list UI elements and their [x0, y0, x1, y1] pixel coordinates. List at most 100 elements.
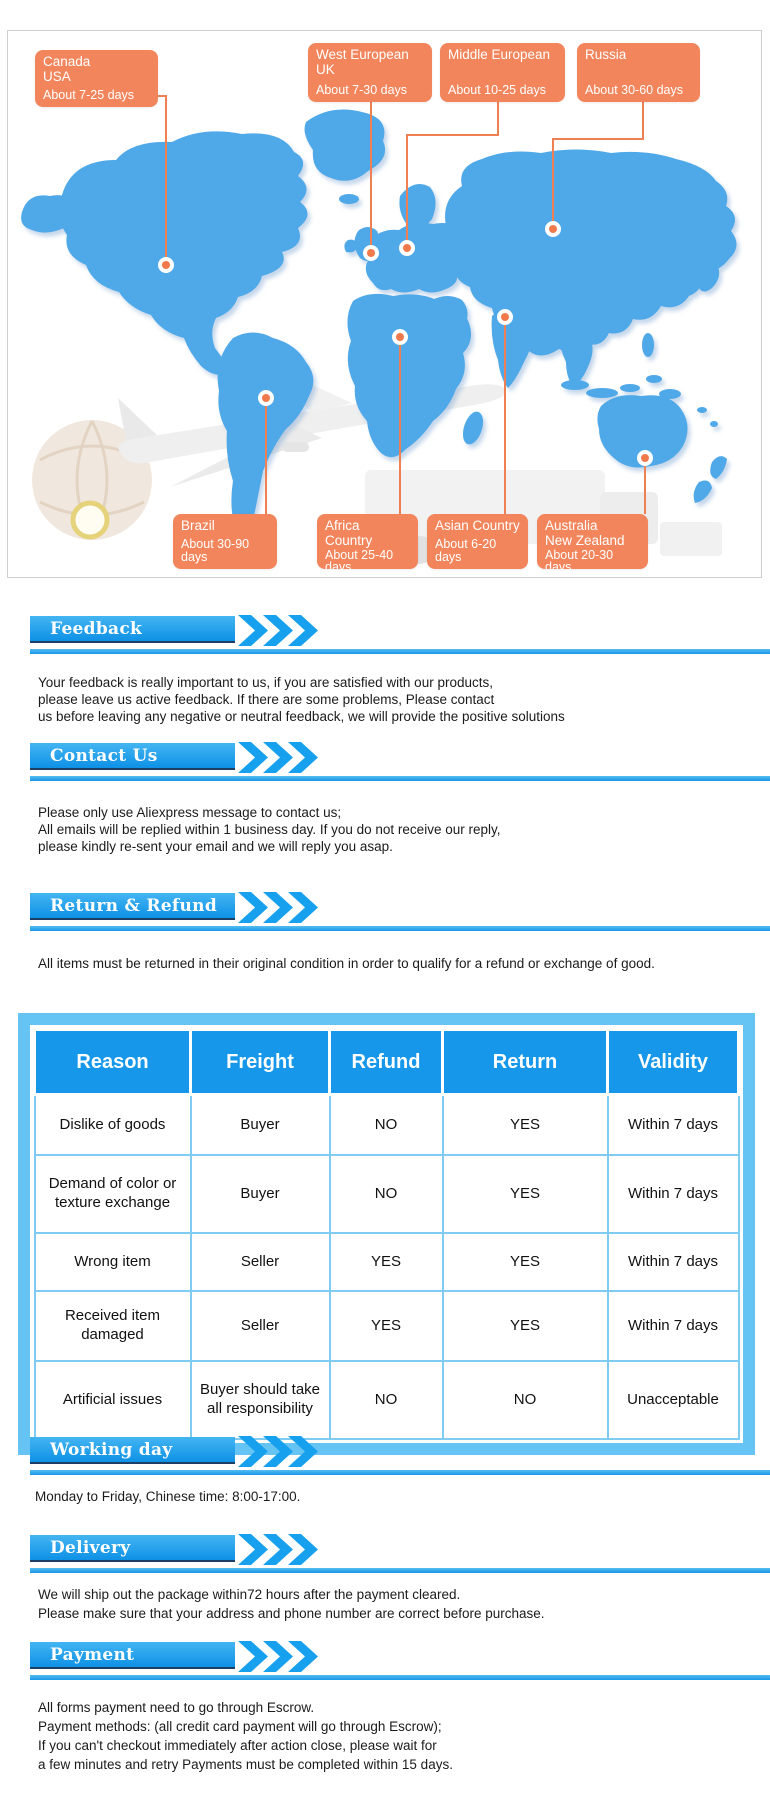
- section-title: Return & Refund: [50, 896, 218, 916]
- section-header-working-day: Working day: [0, 1436, 770, 1475]
- section-title: Delivery: [50, 1538, 131, 1558]
- region-name: Australia New Zealand: [545, 518, 625, 548]
- feedback-text: Your feedback is really important to us,…: [38, 675, 565, 724]
- table-cell: NO: [328, 1154, 444, 1234]
- shipping-duration: About 30-60 days: [585, 82, 683, 97]
- table-cell: Wrong item: [33, 1232, 192, 1292]
- chevron-arrows-icon: [238, 1436, 318, 1467]
- table-cell: Artificial issues: [33, 1360, 192, 1440]
- table-cell: Received item damaged: [33, 1290, 192, 1362]
- section-title: Contact Us: [50, 746, 158, 766]
- table-cell: Within 7 days: [606, 1154, 740, 1234]
- table-header-cell: Validity: [606, 1028, 740, 1096]
- table-cell: YES: [441, 1232, 609, 1292]
- section-title-bar: Payment: [30, 1642, 235, 1669]
- table-cell: Within 7 days: [606, 1232, 740, 1292]
- delivery-text: We will ship out the package within72 ho…: [38, 1587, 545, 1621]
- map-frame: [7, 30, 762, 578]
- shipping-duration: About 7-30 days: [316, 82, 408, 97]
- section-title-bar: Delivery: [30, 1535, 235, 1562]
- section-contact-us: Contact Us Please only use Aliexpress me…: [0, 742, 770, 855]
- table-cell: Within 7 days: [606, 1290, 740, 1362]
- shipping-duration: About 20-30 days: [545, 547, 614, 575]
- region-name: Africa Country: [325, 518, 373, 548]
- region-name: Canada USA: [43, 54, 91, 84]
- shipping-label-russia: Russia About 30-60 days: [577, 43, 700, 102]
- shipping-label-west-european-uk: West European UK About 7-30 days: [308, 43, 432, 102]
- world-map: [21, 109, 737, 564]
- return-refund-text: All items must be returned in their orig…: [38, 956, 655, 971]
- table-row: Wrong item Seller YES YES Within 7 days: [33, 1232, 740, 1292]
- table-header-cell: Refund: [328, 1028, 444, 1096]
- region-name: West European UK: [316, 47, 409, 77]
- payment-text: All forms payment need to go through Esc…: [38, 1700, 453, 1772]
- region-name: Russia: [585, 47, 627, 62]
- section-title-bar: Return & Refund: [30, 893, 235, 920]
- table-header-row: Reason Freight Refund Return Validity: [33, 1028, 740, 1096]
- shipping-duration: About 10-25 days: [448, 82, 546, 97]
- shipping-label-brazil: Brazil About 30-90 days: [173, 514, 277, 569]
- shipping-label-canada-usa: Canada USA About 7-25 days: [35, 50, 158, 107]
- shipping-duration: About 25-40 days: [325, 547, 394, 575]
- shipping-label-australia-new-zealand: Australia New Zealand About 20-30 days: [537, 514, 648, 573]
- section-header-return-refund: Return & Refund: [0, 892, 770, 931]
- shipping-map: Canada USA About 7-25 days West European…: [0, 0, 770, 580]
- table-cell: Within 7 days: [606, 1093, 740, 1156]
- section-title: Working day: [50, 1440, 173, 1460]
- section-header-delivery: Delivery: [0, 1534, 770, 1573]
- header-underline: [30, 649, 770, 654]
- table-cell: YES: [441, 1154, 609, 1234]
- table-cell: YES: [328, 1290, 444, 1362]
- table-cell: Seller: [189, 1232, 331, 1292]
- table-header-cell: Return: [441, 1028, 609, 1096]
- shipping-label-africa-country: Africa Country About 25-40 days: [317, 514, 418, 573]
- table-cell: Dislike of goods: [33, 1093, 192, 1156]
- header-underline: [30, 926, 770, 931]
- table-cell: Buyer: [189, 1093, 331, 1156]
- section-title: Feedback: [50, 619, 143, 639]
- region-name: Brazil: [181, 518, 215, 533]
- chevron-arrows-icon: [238, 742, 318, 773]
- table-cell: Buyer should take all responsibility: [189, 1360, 331, 1440]
- table-cell: NO: [441, 1360, 609, 1440]
- table-cell: Demand of color or texture exchange: [33, 1154, 192, 1234]
- section-return-refund: Return & Refund All items must be return…: [0, 892, 770, 972]
- chevron-arrows-icon: [238, 1534, 318, 1565]
- chevron-arrows-icon: [238, 615, 318, 646]
- return-policy-table-frame: Reason Freight Refund Return Validity Di…: [18, 1013, 755, 1455]
- chevron-arrows-icon: [238, 1641, 318, 1672]
- table-cell: Seller: [189, 1290, 331, 1362]
- table-cell: YES: [441, 1093, 609, 1156]
- table-cell: NO: [328, 1360, 444, 1440]
- table-row: Artificial issues Buyer should take all …: [33, 1360, 740, 1440]
- section-feedback: Feedback Your feedback is really importa…: [0, 615, 770, 725]
- section-header-feedback: Feedback: [0, 615, 770, 654]
- header-underline: [30, 1568, 770, 1573]
- shipping-duration: About 30-90 days: [181, 537, 250, 564]
- table-row: Received item damaged Seller YES YES Wit…: [33, 1290, 740, 1362]
- region-name: Middle European: [448, 47, 551, 62]
- contact-us-text: Please only use Aliexpress message to co…: [38, 805, 501, 854]
- table-header-cell: Freight: [189, 1028, 331, 1096]
- table-cell: NO: [328, 1093, 444, 1156]
- section-payment: Payment All forms payment need to go thr…: [0, 1641, 770, 1774]
- section-title-bar: Contact Us: [30, 743, 235, 770]
- shipping-label-asian-country: Asian Country About 6-20 days: [427, 514, 528, 569]
- section-title-bar: Feedback: [30, 616, 235, 643]
- working-day-text: Monday to Friday, Chinese time: 8:00-17:…: [35, 1489, 301, 1504]
- section-header-payment: Payment: [0, 1641, 770, 1680]
- table-cell: YES: [328, 1232, 444, 1292]
- region-name: Asian Country: [435, 518, 520, 533]
- shipping-label-middle-european: Middle European About 10-25 days: [440, 43, 565, 102]
- shipping-duration: About 6-20 days: [435, 537, 497, 564]
- section-delivery: Delivery We will ship out the package wi…: [0, 1534, 770, 1623]
- chevron-arrows-icon: [238, 892, 318, 923]
- section-working-day: Working day Monday to Friday, Chinese ti…: [0, 1436, 770, 1505]
- header-underline: [30, 776, 770, 781]
- return-policy-table: Reason Freight Refund Return Validity Di…: [33, 1028, 740, 1440]
- table-header-cell: Reason: [33, 1028, 192, 1096]
- table-row: Demand of color or texture exchange Buye…: [33, 1154, 740, 1234]
- section-header-contact-us: Contact Us: [0, 742, 770, 781]
- section-title-bar: Working day: [30, 1437, 235, 1464]
